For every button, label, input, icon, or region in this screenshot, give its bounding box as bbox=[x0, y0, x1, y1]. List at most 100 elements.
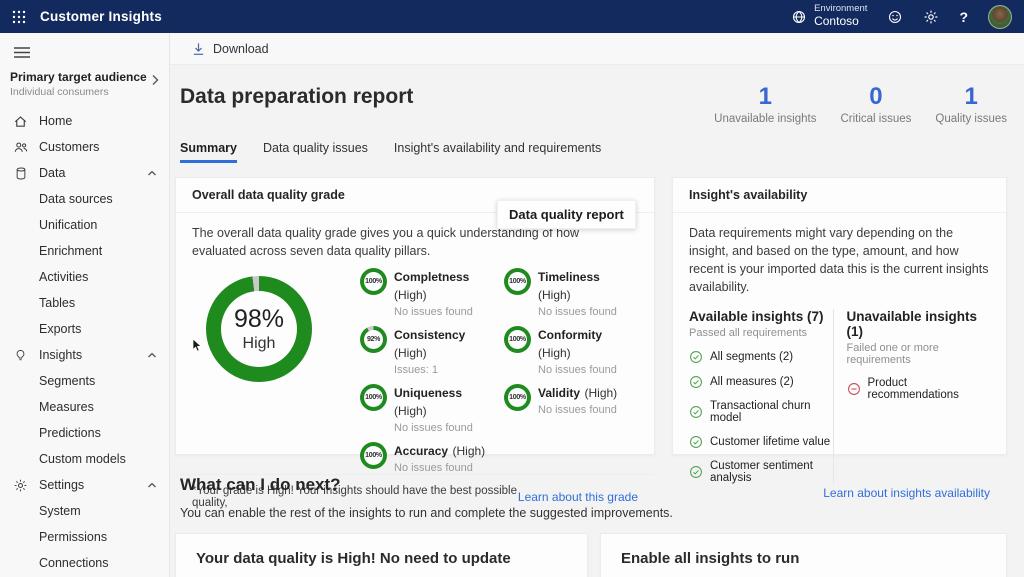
pillar-ring: 100% bbox=[360, 384, 387, 412]
top-navbar: Customer Insights Environment Contoso bbox=[0, 0, 1024, 33]
mouse-cursor-icon bbox=[192, 339, 204, 352]
database-icon bbox=[12, 166, 29, 181]
home-icon bbox=[12, 114, 29, 129]
tab-summary[interactable]: Summary bbox=[180, 141, 237, 163]
sidebar-item-label: Tables bbox=[39, 296, 76, 311]
check-circle-icon bbox=[689, 435, 703, 449]
main-area: Download Data preparation report 1 Unava… bbox=[170, 33, 1024, 577]
sidebar-item-label: System bbox=[39, 504, 81, 519]
tab-availability-requirements[interactable]: Insight's availability and requirements bbox=[393, 141, 602, 155]
report-tabs: Summary Data quality issues Insight's av… bbox=[180, 141, 1007, 163]
user-avatar[interactable] bbox=[988, 4, 1012, 29]
tab-data-quality-issues[interactable]: Data quality issues bbox=[262, 141, 368, 155]
data-quality-report-tooltip: Data quality report bbox=[497, 200, 636, 229]
unavailable-subtitle: Failed one or more requirements bbox=[846, 341, 939, 366]
pillar-ring: 92% bbox=[360, 326, 387, 354]
sidebar-item-segments[interactable]: Segments bbox=[0, 368, 169, 394]
chevron-right-icon bbox=[151, 74, 159, 86]
stat-quality-issues: 1 Quality issues bbox=[935, 83, 1007, 126]
audience-title: Primary target audience bbox=[10, 70, 147, 84]
available-insight-item: Transactional churn model bbox=[689, 400, 833, 424]
pillar-ring: 100% bbox=[504, 384, 531, 412]
availability-description: Data requirements might vary depending o… bbox=[689, 226, 989, 295]
sidebar-item-label: Predictions bbox=[39, 426, 101, 441]
page-title: Data preparation report bbox=[180, 85, 414, 108]
sidebar-item-label: Custom models bbox=[39, 452, 126, 467]
sidebar-item-enrichment[interactable]: Enrichment bbox=[0, 238, 169, 264]
sidebar-item-permissions[interactable]: Permissions bbox=[0, 524, 169, 550]
sidebar-item-label: Measures bbox=[39, 400, 94, 415]
bottom-card-title: Enable all insights to run bbox=[621, 550, 800, 567]
command-bar: Download bbox=[170, 33, 1024, 65]
enable-insights-card: Enable all insights to run bbox=[600, 533, 1007, 577]
stat-value: 1 bbox=[758, 83, 772, 110]
pillar-uniqueness: 100% Uniqueness (High) No issues found bbox=[360, 384, 492, 434]
sidebar-item-label: Data bbox=[39, 166, 66, 181]
download-label: Download bbox=[213, 41, 269, 56]
pillar-ring: 100% bbox=[360, 268, 387, 296]
globe-icon bbox=[791, 9, 807, 25]
pillar-ring: 100% bbox=[504, 268, 531, 296]
chevron-up-icon bbox=[147, 170, 157, 177]
stat-value: 1 bbox=[964, 83, 978, 110]
sidebar-item-label: Unification bbox=[39, 218, 98, 233]
sidebar-item-customers[interactable]: Customers bbox=[0, 134, 169, 160]
check-circle-icon bbox=[689, 465, 703, 479]
sidebar-item-exports[interactable]: Exports bbox=[0, 316, 169, 342]
available-title: Available insights (7) bbox=[689, 308, 824, 324]
download-button[interactable]: Download bbox=[192, 42, 269, 56]
sidebar-item-predictions[interactable]: Predictions bbox=[0, 420, 169, 446]
sidebar-item-connections[interactable]: Connections bbox=[0, 550, 169, 576]
grade-donut-chart: 98% High bbox=[206, 276, 312, 383]
pillar-validity: 100% Validity (High) No issues found bbox=[504, 384, 636, 416]
audience-subtitle: Individual consumers bbox=[10, 86, 109, 99]
learn-about-availability-link[interactable]: Learn about insights availability bbox=[823, 485, 990, 500]
grade-footnote: *Your grade is High! Your insights shoul… bbox=[192, 485, 517, 510]
check-circle-icon bbox=[689, 375, 703, 389]
environment-switcher[interactable]: Environment Contoso bbox=[791, 3, 868, 29]
sidebar-item-system[interactable]: System bbox=[0, 498, 169, 524]
sidebar-item-home[interactable]: Home bbox=[0, 108, 169, 134]
chevron-up-icon bbox=[147, 352, 157, 359]
sidebar-item-label: Customers bbox=[39, 140, 100, 155]
stat-label: Critical issues bbox=[840, 113, 912, 125]
sidebar-item-data-sources[interactable]: Data sources bbox=[0, 186, 169, 212]
pillar-consistency: 92% Consistency (High) Issues: 1 bbox=[360, 326, 492, 376]
sidebar-item-label: Segments bbox=[39, 374, 96, 389]
sidebar-item-label: Permissions bbox=[39, 530, 108, 545]
pillar-timeliness: 100% Timeliness (High) No issues found bbox=[504, 268, 636, 318]
hamburger-menu-icon[interactable] bbox=[0, 39, 169, 64]
learn-about-grade-link[interactable]: Learn about this grade bbox=[517, 490, 638, 505]
sidebar-item-custom-models[interactable]: Custom models bbox=[0, 446, 169, 472]
app-title: Customer Insights bbox=[40, 9, 162, 24]
feedback-smiley-icon[interactable] bbox=[887, 9, 903, 25]
sidebar-item-label: Settings bbox=[39, 478, 85, 493]
help-icon[interactable]: ? bbox=[959, 8, 968, 25]
settings-gear-icon[interactable] bbox=[923, 9, 939, 25]
sidebar-item-label: Insights bbox=[39, 348, 83, 363]
available-insights-column: Available insights (7) Passed all requir… bbox=[689, 309, 833, 484]
sidebar-item-data[interactable]: Data bbox=[0, 160, 169, 186]
sidebar-item-tables[interactable]: Tables bbox=[0, 290, 169, 316]
stat-unavailable-insights: 1 Unavailable insights bbox=[714, 83, 817, 126]
stat-label: Unavailable insights bbox=[714, 113, 817, 125]
bottom-card-title: Your data quality is High! No need to up… bbox=[196, 550, 511, 567]
quality-grade-card: Overall data quality grade The overall d… bbox=[175, 177, 655, 509]
sidebar-item-label: Enrichment bbox=[39, 244, 103, 259]
pillar-accuracy: 100% Accuracy (High) No issues found bbox=[360, 442, 492, 474]
audience-switcher[interactable]: Primary target audience Individual consu… bbox=[0, 64, 169, 108]
sidebar-item-activities[interactable]: Activities bbox=[0, 264, 169, 290]
sidebar-item-settings[interactable]: Settings bbox=[0, 472, 169, 498]
sidebar-item-unification[interactable]: Unification bbox=[0, 212, 169, 238]
app-launcher-waffle-icon[interactable] bbox=[12, 10, 26, 24]
unavailable-title: Unavailable insights (1) bbox=[846, 308, 978, 339]
check-circle-icon bbox=[689, 405, 703, 419]
pillar-ring: 100% bbox=[360, 442, 387, 470]
sidebar-item-measures[interactable]: Measures bbox=[0, 394, 169, 420]
environment-name: Contoso bbox=[814, 14, 859, 29]
report-stats: 1 Unavailable insights 0 Critical issues… bbox=[714, 83, 1007, 126]
sidebar-item-insights[interactable]: Insights bbox=[0, 342, 169, 368]
check-circle-icon bbox=[689, 350, 703, 364]
description-line2: evaluated across seven data quality pill… bbox=[192, 244, 431, 259]
environment-label: Environment bbox=[814, 3, 868, 15]
